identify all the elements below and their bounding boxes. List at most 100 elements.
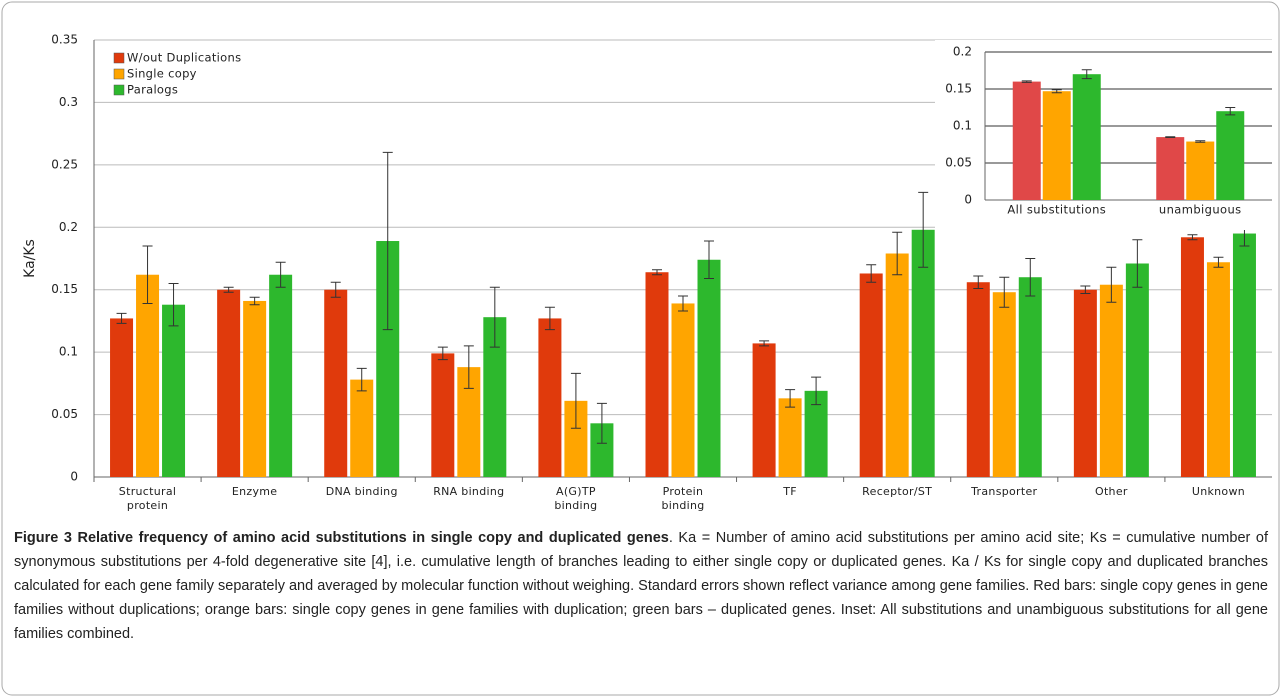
bar [1018, 277, 1042, 477]
bar [1180, 237, 1204, 477]
x-tick-label: All substitutions [1007, 203, 1106, 217]
bar [110, 318, 134, 477]
error-bar [999, 276, 1010, 308]
error-bar [489, 286, 500, 348]
legend-swatch [113, 52, 125, 64]
x-tick-label: Other [1094, 485, 1128, 498]
error-bar [275, 261, 286, 288]
y-tick-label: 0.25 [51, 157, 78, 171]
x-tick-label: TF [783, 485, 797, 498]
y-tick-label: 0.35 [51, 33, 78, 47]
x-tick-label: Transporter [971, 485, 1038, 498]
bar [752, 343, 776, 477]
y-tick-label: 0.15 [945, 82, 972, 96]
bar [1206, 262, 1230, 477]
error-bar [544, 306, 555, 331]
legend-label: W/out Duplications [127, 51, 241, 65]
bar [1012, 81, 1041, 200]
error-bar [785, 389, 796, 408]
error-bar [1080, 285, 1091, 294]
bar [1156, 137, 1185, 200]
bar [538, 318, 562, 477]
bar [885, 253, 909, 477]
bar [1125, 263, 1149, 477]
error-bar [142, 245, 153, 304]
y-tick-label: 0 [70, 470, 78, 484]
error-bar [223, 286, 234, 293]
x-tick-label: RNA binding [433, 485, 505, 498]
x-tick-label: Structural protein [118, 485, 177, 512]
error-bar [892, 231, 903, 276]
error-bar [1081, 69, 1092, 80]
y-tick-label: 0.1 [953, 119, 972, 133]
error-bar [463, 345, 474, 389]
error-bar [356, 367, 367, 392]
error-bar [759, 340, 770, 347]
x-tick-label: Receptor/ST [862, 485, 933, 498]
bar [645, 272, 669, 477]
bar [671, 303, 695, 477]
bar [350, 379, 374, 477]
x-tick-label: DNA binding [325, 485, 398, 498]
y-tick-label: 0 [964, 193, 972, 207]
bar [431, 353, 455, 477]
x-tick-label: A(G)TP binding [554, 485, 598, 512]
bar [269, 274, 293, 477]
bar [804, 390, 828, 477]
caption-text: . Ka = Number of amino acid substitution… [14, 530, 1268, 642]
x-tick-label: Protein binding [661, 485, 705, 512]
legend-label: Paralogs [127, 83, 178, 97]
y-tick-label: 0.05 [945, 156, 972, 170]
bar [697, 259, 721, 477]
error-bar [1051, 89, 1062, 94]
error-bar [866, 264, 877, 283]
error-bar [168, 282, 179, 327]
x-tick-label: Enzyme [231, 485, 278, 498]
error-bar [1195, 140, 1206, 143]
error-bar [437, 346, 448, 361]
y-tick-label: 0.05 [51, 407, 78, 421]
bar [1232, 233, 1256, 477]
x-tick-label: unambiguous [1159, 203, 1242, 217]
bar [1073, 289, 1097, 477]
error-bar [1213, 256, 1224, 268]
bar [1099, 284, 1123, 477]
bar [1072, 74, 1101, 200]
error-bar [1187, 234, 1198, 241]
bar [992, 292, 1016, 477]
error-bar [570, 372, 581, 429]
bar [1042, 91, 1071, 200]
error-bar [330, 281, 341, 298]
error-bar [704, 240, 714, 279]
bar [376, 241, 400, 477]
y-axis-label: Ka/Ks [22, 239, 38, 278]
error-bar [652, 269, 662, 276]
error-bar [918, 191, 929, 268]
error-bar [116, 312, 127, 324]
bar [911, 229, 935, 477]
legend-swatch [113, 84, 125, 96]
error-bar [382, 151, 393, 331]
bar [457, 367, 481, 477]
bar [136, 274, 160, 477]
bar [564, 400, 588, 477]
bar [243, 300, 267, 477]
error-bar [249, 296, 260, 306]
bar [966, 282, 990, 477]
legend-label: Single copy [127, 67, 197, 81]
bar [1186, 141, 1215, 200]
bar [1216, 111, 1245, 200]
bar [217, 289, 241, 477]
bar [324, 289, 348, 477]
y-tick-label: 0.2 [59, 220, 78, 234]
y-tick-label: 0.2 [953, 45, 972, 59]
error-bar [1225, 107, 1236, 116]
error-bar [1025, 258, 1036, 297]
legend-swatch [113, 68, 125, 80]
caption-title: Figure 3 Relative frequency of amino aci… [14, 530, 669, 546]
caption: Figure 3 Relative frequency of amino aci… [14, 526, 1268, 646]
y-tick-label: 0.1 [59, 345, 78, 359]
